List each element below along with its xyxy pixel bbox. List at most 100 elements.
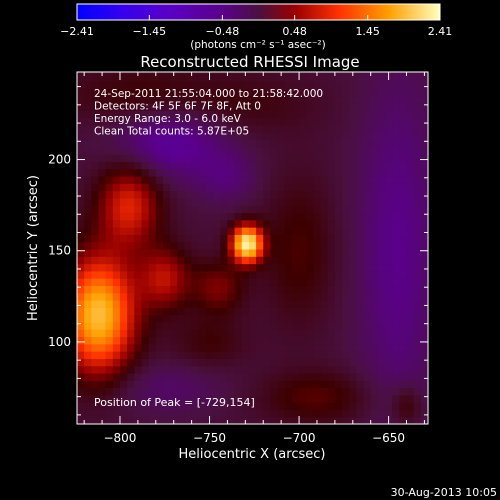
heatmap-cell (184, 358, 193, 367)
heatmap-cell (220, 321, 229, 330)
heatmap-cell (392, 329, 400, 338)
heatmap-cell (241, 205, 250, 214)
heatmap-cell (205, 402, 214, 411)
heatmap-cell (227, 299, 236, 308)
heatmap-cell (334, 285, 343, 294)
heatmap-cell (291, 278, 300, 286)
heatmap-cell (141, 387, 150, 396)
heatmap-cell (306, 329, 314, 338)
heatmap-cell (91, 154, 100, 162)
heatmap-cell (320, 161, 329, 170)
heatmap-cell (377, 132, 386, 141)
heatmap-cell (406, 307, 415, 316)
heatmap-cell (170, 117, 178, 126)
heatmap-cell (327, 154, 336, 162)
heatmap-cell (306, 219, 314, 228)
heatmap-cell (91, 73, 100, 82)
heatmap-cell (313, 248, 322, 257)
heatmap-cell (248, 241, 257, 250)
heatmap-cell (205, 380, 214, 389)
heatmap-cell (406, 329, 415, 338)
heatmap-cell (420, 248, 428, 257)
heatmap-cell (313, 409, 322, 418)
heatmap-cell (334, 168, 343, 177)
heatmap-cell (105, 329, 114, 338)
heatmap-cell (291, 197, 300, 206)
heatmap-cell (342, 161, 350, 170)
heatmap-cell (270, 139, 279, 148)
heatmap-cell (141, 329, 150, 338)
heatmap-cell (162, 248, 171, 257)
heatmap-cell (220, 394, 229, 403)
heatmap-cell (141, 190, 150, 199)
heatmap-cell (392, 110, 400, 119)
heatmap-cell (299, 329, 307, 338)
heatmap-cell (220, 343, 229, 352)
heatmap-cell (256, 336, 264, 345)
heatmap-cell (256, 117, 264, 126)
heatmap-cell (77, 241, 85, 250)
heatmap-cell (141, 380, 150, 389)
heatmap-cell (77, 103, 85, 111)
heatmap-cell (77, 73, 85, 82)
heatmap-cell (406, 168, 415, 177)
heatmap-cell (370, 365, 379, 374)
heatmap-cell (227, 95, 236, 104)
heatmap-cell (291, 380, 300, 389)
heatmap-cell (198, 351, 207, 359)
heatmap-cell (105, 205, 114, 214)
heatmap-cell (112, 241, 121, 250)
heatmap-cell (334, 110, 343, 119)
heatmap-cell (363, 263, 372, 272)
heatmap-cell (134, 387, 143, 396)
heatmap-cell (127, 409, 135, 418)
heatmap-cell (184, 139, 193, 148)
heatmap-cell (184, 103, 193, 111)
heatmap-cell (84, 95, 92, 104)
heatmap-cell (148, 278, 157, 286)
heatmap-cell (399, 292, 408, 301)
heatmap-cell (119, 81, 128, 90)
heatmap-cell (291, 175, 300, 184)
heatmap-cell (248, 380, 257, 389)
heatmap-cell (313, 205, 322, 214)
heatmap-cell (191, 117, 200, 126)
heatmap-cell (127, 124, 135, 133)
heatmap-cell (342, 183, 350, 192)
heatmap-cell (127, 314, 135, 323)
heatmap-cell (148, 190, 157, 199)
heatmap-cell (177, 248, 186, 257)
heatmap-cell (334, 263, 343, 272)
heatmap-cell (363, 154, 372, 162)
heatmap-cell (413, 103, 422, 111)
heatmap-cell (98, 270, 107, 279)
heatmap-cell (270, 183, 279, 192)
heatmap-cell (234, 154, 243, 162)
heatmap-cell (205, 372, 214, 381)
heatmap-cell (313, 227, 322, 235)
heatmap-cell (213, 197, 221, 206)
heatmap-cell (385, 351, 393, 359)
heatmap-cell (291, 139, 300, 148)
heatmap-cell (105, 387, 114, 396)
heatmap-cell (284, 146, 293, 155)
heatmap-cell (284, 241, 293, 250)
heatmap-cell (370, 103, 379, 111)
heatmap-cell (270, 81, 279, 90)
heatmap-cell (77, 343, 85, 352)
heatmap-cell (284, 351, 293, 359)
heatmap-cell (377, 365, 386, 374)
heatmap-cell (119, 314, 128, 323)
heatmap-cell (105, 285, 114, 294)
heatmap-cell (313, 292, 322, 301)
heatmap-cell (370, 190, 379, 199)
heatmap-cell (141, 219, 150, 228)
heatmap-cell (277, 190, 286, 199)
heatmap-cell (170, 161, 178, 170)
heatmap-cell (119, 219, 128, 228)
heatmap-cell (220, 263, 229, 272)
heatmap-cell (256, 307, 264, 316)
heatmap-cell (291, 161, 300, 170)
heatmap-cell (213, 234, 221, 243)
heatmap-cell (291, 387, 300, 396)
